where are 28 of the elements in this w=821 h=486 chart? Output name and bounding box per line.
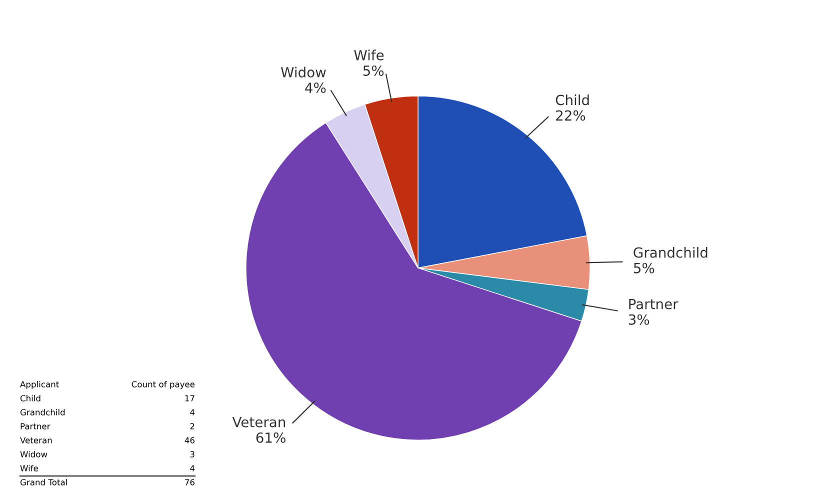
slice-label: Child <box>556 94 589 106</box>
text: 76 <box>185 479 194 486</box>
text: 4 <box>190 465 195 472</box>
text: 3 <box>190 451 194 458</box>
data-label: 5% <box>634 262 654 274</box>
slice-label: Wife <box>354 50 384 60</box>
category-label: Wife <box>20 464 38 472</box>
category-label: Widow <box>20 450 48 458</box>
data-label: 5% <box>363 65 384 76</box>
data-label: 61% <box>256 432 286 443</box>
category-label: Partner <box>20 423 50 430</box>
data-label: 3% <box>628 314 650 325</box>
category-label: Grandchild <box>20 408 65 416</box>
text: Applicant <box>20 380 59 390</box>
text: 4 <box>190 409 195 416</box>
slice-label: Grandchild <box>634 247 708 258</box>
data-label: 4% <box>305 82 326 94</box>
text: 17 <box>185 395 194 402</box>
text: 2 <box>190 423 194 430</box>
text: Grand Total <box>20 478 67 486</box>
category-label: Child <box>20 394 40 402</box>
text: 46 <box>184 437 194 444</box>
slice-label: Partner <box>629 298 678 310</box>
slice-label: Veteran <box>232 417 286 428</box>
data-label: 22% <box>556 110 586 121</box>
slice-label: Widow <box>280 66 326 78</box>
text: Count of payee <box>132 380 195 390</box>
category-label: Veteran <box>20 437 52 444</box>
